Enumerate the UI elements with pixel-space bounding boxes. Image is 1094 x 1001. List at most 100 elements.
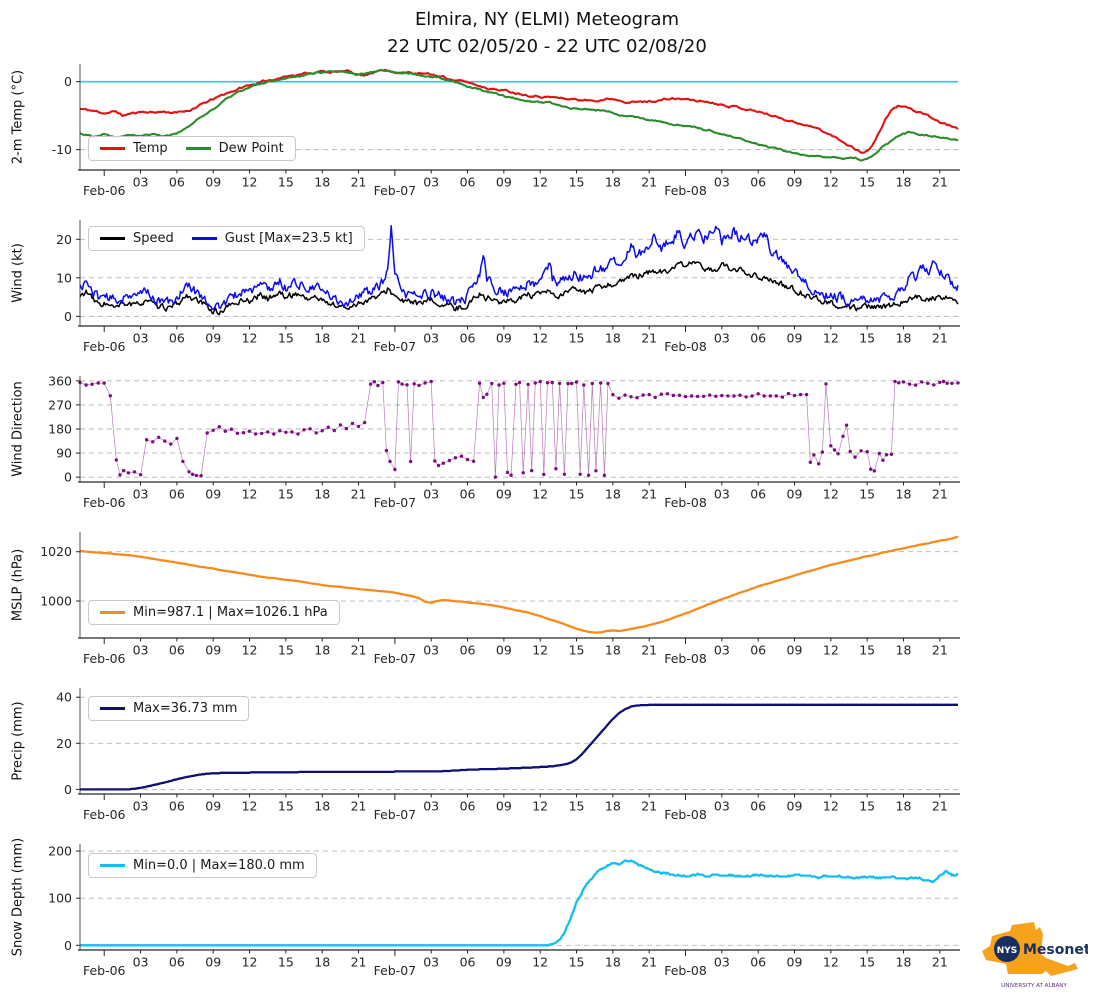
x-tick-label: 09 — [205, 487, 221, 502]
y-ticks: 0 -10 — [52, 74, 80, 157]
direction-dot — [485, 392, 489, 396]
series — [80, 535, 959, 634]
x-ticks: Feb-06 03 06 09 12 15 18 21 Feb-07 03 06 09 12 15 18 21… — [83, 482, 948, 510]
x-tick-label: 03 — [133, 175, 149, 190]
legend-swatch — [100, 611, 125, 614]
direction-dot — [533, 381, 537, 385]
direction-dot — [433, 459, 437, 463]
x-tick-label: 09 — [496, 643, 512, 658]
x-tick-label: 21 — [351, 331, 367, 346]
x-tick-label: Feb-07 — [374, 339, 417, 354]
direction-dot — [744, 395, 748, 399]
legend-label: Max=36.73 mm — [133, 701, 238, 716]
direction-dot — [926, 381, 930, 385]
direction-dot — [762, 394, 766, 398]
x-tick-label: 15 — [278, 643, 294, 658]
x-tick-label: 03 — [714, 175, 730, 190]
nys-mesonet-logo: NYS Mesonet UNIVERSITY AT ALBANY — [982, 922, 1088, 989]
x-tick-label: 09 — [787, 799, 803, 814]
direction-dot — [417, 383, 421, 388]
direction-dot — [368, 382, 373, 386]
direction-dot — [884, 453, 889, 457]
direction-dot — [223, 429, 227, 433]
direction-dot — [945, 381, 949, 385]
y-tick-label: 1020 — [40, 544, 72, 559]
gridlines — [80, 380, 958, 478]
chart-title-line1: Elmira, NY (ELMI) Meteogram — [414, 9, 680, 30]
direction-dot — [408, 459, 413, 464]
legend-label: Temp — [133, 141, 168, 156]
direction-dot — [653, 395, 657, 400]
x-tick-label: 21 — [351, 799, 367, 814]
x-tick-label: 18 — [605, 175, 621, 190]
y-tick-label: 0 — [64, 782, 72, 797]
x-tick-label: 18 — [314, 643, 330, 658]
x-tick-label: 03 — [423, 799, 439, 814]
panel-mslp: MSLP (hPa) Feb-06 03 06 09 12 15 18 21 Feb-07 03 0… — [0, 526, 1094, 676]
direction-dot — [708, 393, 712, 397]
direction-dot — [396, 380, 401, 384]
direction-dot — [574, 380, 579, 384]
x-tick-label: 15 — [569, 487, 585, 502]
direction-dot — [920, 380, 924, 384]
direction-dot — [447, 458, 452, 463]
direction-dot — [606, 381, 610, 386]
x-tick-label: 03 — [133, 487, 149, 502]
direction-dot — [659, 392, 663, 396]
x-ticks: Feb-06 03 06 09 12 15 18 21 Feb-07 03 06 09 12 15 18 21… — [83, 638, 948, 666]
x-tick-label: Feb-07 — [374, 963, 417, 978]
x-ticks: Feb-06 03 06 09 12 15 18 21 Feb-07 03 06 09 12 15 18 21… — [83, 794, 948, 822]
logo-badge-circle — [994, 936, 1020, 962]
direction-dot — [812, 453, 816, 457]
axes — [78, 532, 960, 639]
x-tick-label: 03 — [133, 955, 149, 970]
y-tick-label: 270 — [48, 397, 72, 412]
x-tick-label: 12 — [242, 175, 258, 190]
direction-dot — [647, 392, 651, 397]
direction-dot — [950, 381, 954, 385]
direction-dot — [163, 439, 167, 443]
direction-dot — [881, 458, 885, 462]
direction-dot — [617, 396, 621, 400]
direction-dot — [266, 430, 270, 434]
x-tick-label: 09 — [496, 331, 512, 346]
y-tick-label: 100 — [48, 891, 72, 906]
x-tick-label: 21 — [932, 799, 948, 814]
direction-dot — [695, 394, 700, 399]
direction-dot — [471, 459, 476, 463]
x-tick-label: 15 — [859, 175, 875, 190]
direction-dot — [344, 426, 349, 431]
panel-temperature: 2-m Temp (°C) Feb-06 03 06 09 12 15 18 21 Feb-07… — [0, 58, 1094, 208]
x-tick-label: 09 — [205, 955, 221, 970]
direction-dot — [907, 382, 912, 386]
direction-dot — [538, 379, 542, 384]
x-tick-label: Feb-07 — [374, 183, 417, 198]
legend-snow-depth: Min=0.0 | Max=180.0 mm — [88, 853, 317, 878]
legend-swatch — [100, 707, 125, 710]
series — [80, 859, 959, 947]
x-tick-label: 18 — [314, 799, 330, 814]
x-tick-label: 03 — [714, 955, 730, 970]
legend-item: Speed — [100, 231, 174, 246]
x-tick-label: 12 — [532, 331, 548, 346]
x-tick-label: 03 — [133, 331, 149, 346]
x-tick-label: Feb-07 — [374, 651, 417, 666]
x-tick-label: 12 — [242, 955, 258, 970]
x-tick-label: 09 — [787, 331, 803, 346]
x-tick-label: 18 — [896, 643, 912, 658]
direction-dot — [429, 379, 433, 384]
direction-dot — [126, 471, 131, 475]
x-tick-label: 21 — [641, 487, 657, 502]
direction-dot — [284, 430, 288, 434]
precip_accum-line — [80, 703, 958, 791]
x-tick-label: 15 — [569, 955, 585, 970]
x-tick-label: 06 — [169, 643, 185, 658]
direction-dot — [436, 463, 441, 468]
y-tick-label: 90 — [56, 446, 72, 461]
axes — [78, 220, 960, 327]
direction-dot — [848, 449, 852, 454]
direction-dot — [356, 424, 361, 429]
direction-dot — [683, 394, 688, 399]
x-tick-label: 15 — [278, 487, 294, 502]
direction-dot — [689, 394, 694, 398]
